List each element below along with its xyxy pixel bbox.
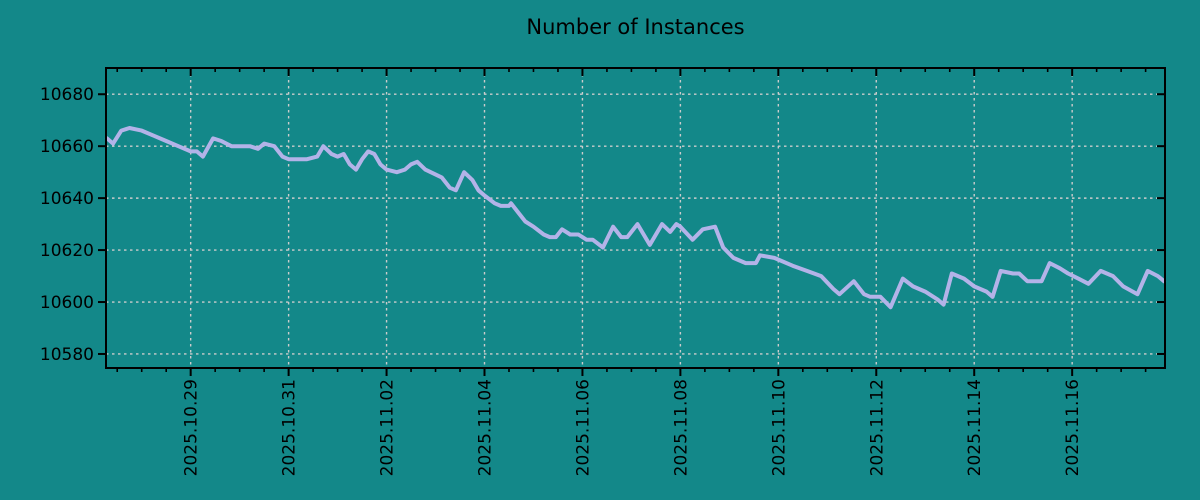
x-tick-label: 2025.11.06 bbox=[573, 379, 593, 476]
chart-title: Number of Instances bbox=[526, 15, 745, 39]
y-tick-label: 10640 bbox=[40, 189, 94, 209]
y-tick-label: 10580 bbox=[40, 345, 94, 365]
y-tick-label: 10600 bbox=[40, 293, 94, 313]
plot-border bbox=[105, 67, 1166, 369]
y-tick-label: 10680 bbox=[40, 85, 94, 105]
x-tick-label: 2025.10.31 bbox=[280, 379, 300, 476]
x-tick-label: 2025.10.29 bbox=[182, 379, 202, 476]
data-line bbox=[105, 126, 1166, 310]
x-tick-label: 2025.11.14 bbox=[965, 379, 985, 476]
x-tick-label: 2025.11.12 bbox=[867, 379, 887, 476]
x-tick-label: 2025.11.16 bbox=[1063, 379, 1083, 476]
x-tick-label: 2025.11.02 bbox=[378, 379, 398, 476]
x-tick-label: 2025.11.08 bbox=[671, 379, 691, 476]
y-tick-label: 10660 bbox=[40, 137, 94, 157]
x-tick-label: 2025.11.04 bbox=[476, 379, 496, 476]
x-tick-label: 2025.11.10 bbox=[769, 379, 789, 476]
y-tick-label: 10620 bbox=[40, 241, 94, 261]
